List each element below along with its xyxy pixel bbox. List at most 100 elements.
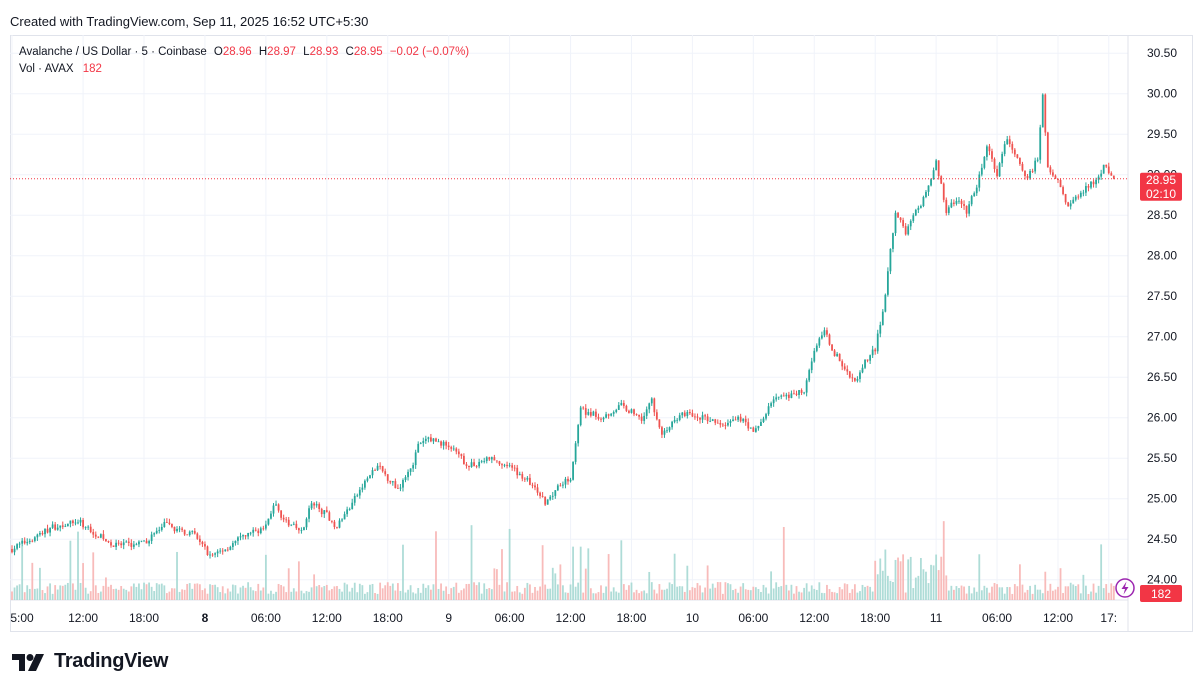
volume-bar [874,560,877,600]
candle-body [1029,170,1031,179]
candle-body [983,156,986,168]
volume-bar [399,590,402,600]
candle-body [328,512,331,521]
candle-body [701,415,704,420]
volume-bar [102,585,105,600]
volume-bar [389,585,392,600]
volume-bar [168,591,171,600]
candle-body [960,200,963,205]
candle-body [384,471,387,475]
candle-body [186,534,189,536]
candle-body [655,412,658,420]
volume-bar [376,593,379,600]
candle-body [178,528,181,530]
chart-grid [10,35,1129,632]
candle-body [267,518,270,525]
volume-bar [353,582,356,600]
candle-body [564,478,567,485]
volume-bar [721,593,724,600]
price-tick-label: 26.50 [1147,370,1177,384]
lightning-icon[interactable] [1115,578,1135,598]
volume-bar [518,592,521,600]
volume-bar [1054,589,1057,600]
volume-bar [711,583,714,600]
volume-bar [338,588,341,600]
volume-bar [386,582,389,600]
candle-body [493,457,496,461]
candle-body [69,520,72,524]
candle-body [31,540,34,542]
candle-body [765,414,767,419]
volume-bar [267,593,270,600]
candle-body [919,206,922,208]
volume-bar [313,574,316,600]
volume-bar [861,584,864,600]
candle-body [1074,196,1077,200]
chart-frame [10,35,1193,632]
volume-bar [889,580,892,600]
volume-bar [612,587,615,600]
candle-body [33,537,36,541]
volume-bar [254,591,257,600]
candle-body [521,474,524,479]
volume-bar [765,587,767,600]
volume-bar [457,592,460,600]
volume-bar [950,585,953,600]
volume-bar [607,554,610,600]
change-value: −0.02 (−0.07%) [389,46,470,58]
volume-bar [864,586,866,600]
candle-body [94,534,97,537]
volume-bar [998,587,1001,600]
volume-bar [909,556,912,600]
candle-body [991,151,993,159]
volume-bar [1077,584,1080,600]
volume-bar [678,586,681,600]
volume-bar [89,591,92,600]
candle-body [422,440,425,444]
candle-body [224,549,227,552]
volume-bar [239,587,242,600]
volume-bar [688,590,691,600]
volume-bar [584,568,587,600]
close-label: C [345,46,354,58]
volume-bar [562,585,564,600]
price-chart[interactable]: 30.5030.0029.5029.0028.5028.0027.5027.00… [10,35,1193,632]
candle-body [315,504,318,506]
candle-body [927,185,930,192]
candle-body [1008,139,1011,145]
candle-body [1062,187,1064,195]
candle-body [237,537,239,541]
candle-body [704,415,706,417]
close-value: 28.95 [353,46,383,58]
volume-bar [579,546,582,600]
candle-body [13,548,16,553]
candle-body [1082,192,1085,194]
volume-bar [676,586,679,600]
volume-bar [988,592,991,600]
volume-bar [216,587,219,600]
candle-body [442,441,445,446]
volume-bar [894,559,897,600]
volume-bar [181,589,184,600]
candle-body [330,520,333,522]
volume-bar [775,582,778,600]
candle-body [259,528,262,534]
volume-label[interactable]: Vol · AVAX [19,63,74,75]
volume-bar [214,584,217,600]
time-tick-label: 06:00 [251,611,281,625]
volume-bar [630,582,633,600]
volume-bar [381,588,384,600]
volume-bar [838,587,841,600]
candle-body [838,353,841,362]
volume-bar [554,573,557,600]
candle-body [366,478,369,481]
candle-body [473,462,475,466]
volume-bar [559,564,562,600]
candle-body [427,437,430,439]
volume-bar [574,586,577,600]
volume-bar [1110,583,1113,600]
volume-bar [1100,544,1103,600]
symbol-description[interactable]: Avalanche / US Dollar · 5 · Coinbase [19,46,207,58]
volume-bar [813,588,816,600]
candle-body [739,416,742,422]
